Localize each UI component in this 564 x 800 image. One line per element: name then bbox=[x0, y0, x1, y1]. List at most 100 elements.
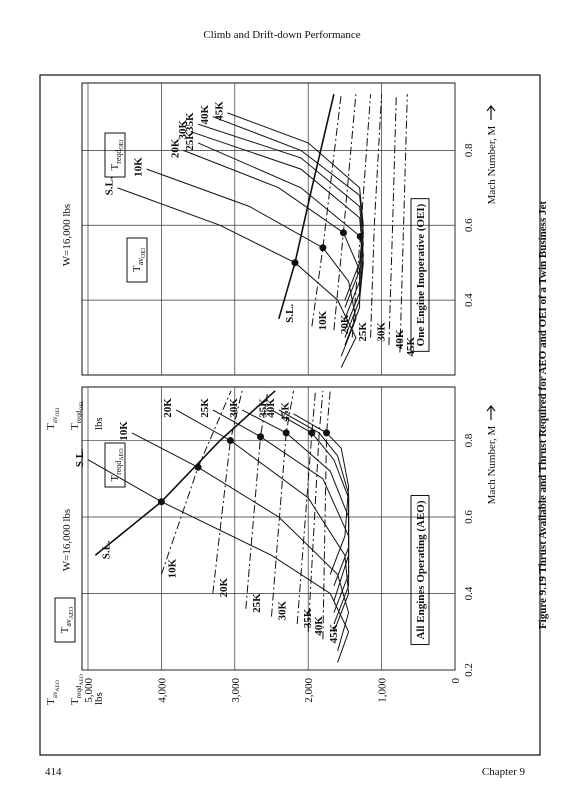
x-tick-label: 0.6 bbox=[463, 510, 475, 524]
subscript-label: TreqdOEI bbox=[109, 140, 125, 171]
series-label: 45K bbox=[280, 402, 292, 422]
x-tick-label: 0.4 bbox=[463, 586, 475, 600]
series-label: 45K bbox=[328, 623, 340, 643]
series-label: 25K bbox=[199, 398, 211, 418]
operating-point bbox=[226, 437, 234, 445]
label-subsub: AEO bbox=[69, 606, 75, 619]
thrust-available-line bbox=[399, 94, 408, 353]
series-label: S.L. bbox=[100, 540, 112, 559]
series-label: 20K bbox=[169, 138, 181, 158]
subscript-label: TavOEI bbox=[131, 248, 147, 272]
thrust-required-line bbox=[87, 459, 350, 663]
label-subsub: OEI bbox=[79, 401, 85, 410]
operating-point bbox=[356, 232, 364, 240]
thrust-required-line bbox=[131, 432, 350, 652]
label-base: T bbox=[69, 698, 81, 705]
running-header: Climb and Drift-down Performance bbox=[203, 29, 360, 41]
thrust-required-line bbox=[146, 168, 357, 357]
thrust-available-line bbox=[296, 390, 316, 625]
series-label: 30K bbox=[376, 322, 388, 342]
label-sub: reqd bbox=[75, 685, 83, 698]
y-tick-label: 3,000 bbox=[230, 678, 242, 703]
subscript-label: lbs bbox=[93, 417, 105, 430]
label-base: lbs bbox=[93, 417, 105, 430]
subscript-label: TavAEO bbox=[45, 680, 61, 705]
series-label: 30K bbox=[277, 600, 289, 620]
series-label: S.L. bbox=[103, 176, 115, 195]
panel-label: All Engines Operating (AEO) bbox=[415, 500, 427, 639]
subscript-label: TreqdAEO bbox=[69, 674, 85, 705]
annotation-box bbox=[104, 132, 126, 178]
operating-point bbox=[256, 433, 264, 441]
label-subsub: AEO bbox=[119, 448, 125, 461]
subscript-label: TreqdOEI bbox=[69, 401, 85, 430]
x-axis-label: Mach Number, M bbox=[486, 125, 498, 204]
subscript-label: TavAEO bbox=[59, 606, 75, 633]
label-base: T bbox=[59, 626, 71, 633]
subscript-label: TreqdAEO bbox=[109, 448, 125, 482]
y-tick-label: 4,000 bbox=[156, 678, 168, 703]
series-label: 10K bbox=[166, 558, 178, 578]
thrust-available-line bbox=[278, 94, 335, 320]
panel-label: One Engine Inoperative (OEI) bbox=[415, 203, 427, 346]
series-label: 25K bbox=[357, 322, 369, 342]
panel-title: W=16,000 lbs bbox=[61, 509, 73, 571]
label-subsub: OEI bbox=[119, 140, 125, 150]
label-subsub: OEI bbox=[141, 248, 147, 258]
series-label: S.L. bbox=[284, 304, 296, 323]
figure-border bbox=[39, 74, 541, 756]
thrust-required-line bbox=[175, 409, 350, 632]
chapter-label: Chapter 9 bbox=[482, 766, 526, 778]
series-label: 40K bbox=[394, 329, 406, 349]
figure-caption: Figure 9.19 Thrust Available and Thrust … bbox=[537, 201, 549, 629]
label-base: T bbox=[109, 163, 121, 170]
label-base: T bbox=[45, 423, 57, 430]
panel-title: W=16,000 lbs bbox=[61, 204, 73, 266]
thrust-required-line bbox=[183, 149, 361, 346]
series-label: 35K bbox=[302, 608, 314, 628]
x-tick-label: 0.2 bbox=[463, 663, 475, 677]
panel-label-box bbox=[410, 198, 430, 352]
series-label: 25K bbox=[184, 131, 196, 151]
label-sub: av bbox=[64, 619, 73, 627]
label-subsub: AEO bbox=[55, 680, 61, 691]
thrust-required-line bbox=[212, 116, 364, 308]
subscript-label: TavOEI bbox=[45, 407, 61, 430]
annotation-box bbox=[104, 442, 126, 488]
operating-point bbox=[291, 259, 299, 267]
thrust-required-line bbox=[212, 409, 350, 625]
label-sub: av bbox=[51, 691, 59, 698]
label-base: T bbox=[131, 265, 143, 272]
label-base: T bbox=[109, 475, 121, 482]
series-label: 10K bbox=[118, 421, 130, 441]
series-label: 20K bbox=[218, 578, 230, 598]
x-tick-label: 0.8 bbox=[463, 143, 475, 157]
thrust-available-line bbox=[388, 94, 397, 346]
axis-arrow bbox=[486, 405, 496, 420]
series-label: 45K bbox=[213, 101, 225, 121]
label-sub: reqd bbox=[75, 410, 83, 423]
y-tick-label: 1,000 bbox=[377, 678, 389, 703]
series-label: 20K bbox=[162, 398, 174, 418]
series-label: 25K bbox=[251, 593, 263, 613]
series-label: 10K bbox=[133, 157, 145, 177]
annotation-box bbox=[126, 237, 148, 283]
series-label: 30K bbox=[177, 119, 189, 139]
subscript-label: lbs bbox=[93, 692, 105, 705]
series-label: 35K bbox=[258, 398, 270, 418]
operating-point bbox=[308, 429, 316, 437]
label-sub: reqd bbox=[114, 461, 123, 475]
y-tick-label: 2,000 bbox=[303, 678, 315, 703]
operating-point bbox=[282, 429, 290, 437]
x-tick-label: 0.8 bbox=[463, 433, 475, 447]
series-label: 10K bbox=[317, 310, 329, 330]
label-base: lbs bbox=[93, 692, 105, 705]
label-base: T bbox=[45, 698, 57, 705]
label-sub: reqd bbox=[114, 150, 123, 164]
operating-point bbox=[339, 229, 347, 237]
operating-point bbox=[323, 429, 331, 437]
x-tick-label: 0.4 bbox=[463, 293, 475, 307]
label-subsub: AEO bbox=[79, 674, 85, 685]
y-tick-label: 5,000 bbox=[83, 678, 95, 703]
